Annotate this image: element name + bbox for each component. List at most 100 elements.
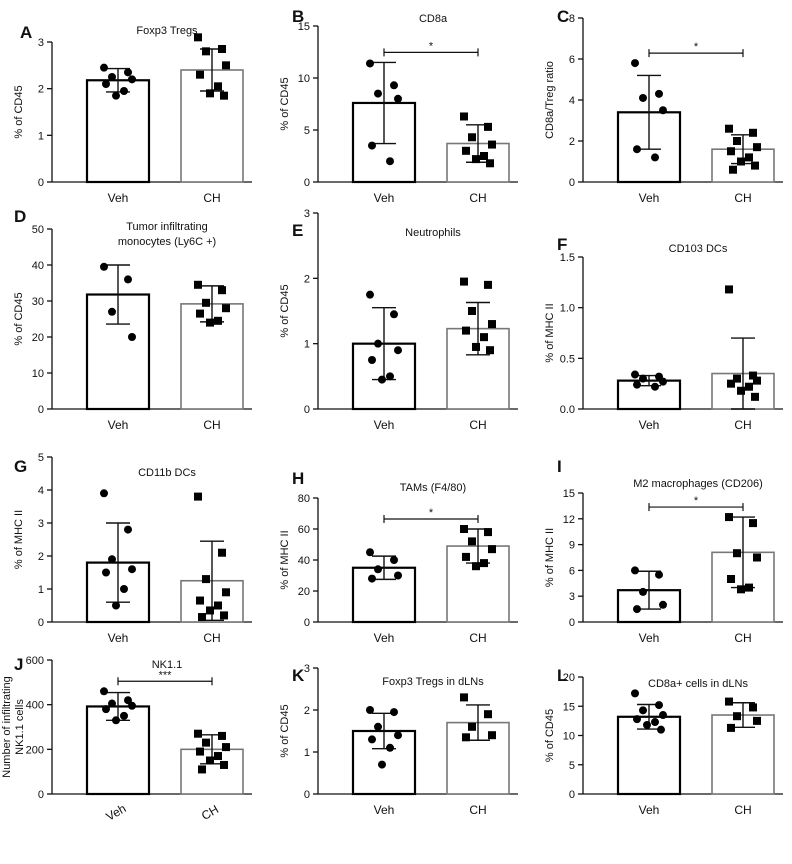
y-tick-label: 9 (569, 540, 575, 552)
data-point-ch (737, 157, 745, 166)
panel-letter: J (14, 655, 23, 674)
data-point-ch (472, 342, 480, 351)
bar-ch (446, 327, 510, 410)
data-point-ch (733, 712, 741, 721)
data-point-ch (214, 752, 222, 761)
y-axis-label: % of CD45 (13, 85, 25, 138)
data-point-veh (108, 307, 116, 316)
data-point-veh (368, 574, 376, 583)
data-point-ch (220, 760, 228, 769)
y-tick-label: 0 (38, 404, 44, 416)
y-tick-label: 1.0 (560, 303, 575, 315)
y-tick-label: 4 (569, 95, 575, 107)
y-tick-label: 50 (32, 224, 44, 236)
data-point-ch (725, 124, 733, 133)
y-axis-label: % of MHC II (13, 510, 25, 569)
data-point-ch (218, 45, 226, 53)
y-axis-label: % of CD45 (279, 284, 291, 337)
y-tick-label: 40 (298, 555, 310, 567)
data-point-veh (102, 568, 110, 577)
y-tick-label: 3 (569, 591, 575, 603)
x-category-label: CH (469, 191, 486, 205)
x-category-label: CH (734, 631, 751, 645)
data-point-ch (753, 376, 761, 385)
x-category-label: Veh (108, 631, 129, 645)
y-tick-label: 1 (304, 339, 310, 351)
data-point-veh (390, 708, 398, 717)
chart-title: CD103 DCs (669, 243, 728, 255)
x-category-label: Veh (639, 191, 660, 205)
data-point-veh (374, 339, 382, 348)
data-point-ch (733, 374, 741, 383)
y-tick-label: 0 (569, 789, 575, 801)
data-point-ch (725, 285, 733, 294)
x-category-label: Veh (374, 631, 395, 645)
significance-star: *** (159, 669, 173, 681)
data-point-ch (196, 70, 204, 79)
panel-letter: L (557, 666, 567, 685)
x-category-label: Veh (639, 631, 660, 645)
data-point-ch (727, 147, 735, 156)
y-tick-label: 3 (38, 37, 44, 49)
data-point-ch (727, 575, 735, 583)
data-point-veh (659, 106, 667, 115)
y-tick-label: 1 (38, 130, 44, 142)
data-point-veh (651, 153, 659, 162)
data-point-veh (366, 706, 374, 714)
data-point-veh (100, 489, 108, 498)
data-point-ch (749, 128, 757, 137)
y-tick-label: 2 (304, 273, 310, 285)
data-point-ch (745, 382, 753, 391)
y-tick-label: 20 (298, 586, 310, 598)
data-point-veh (639, 93, 647, 102)
data-point-veh (112, 91, 120, 100)
x-category-label: CH (203, 631, 220, 645)
data-point-ch (218, 286, 226, 295)
x-category-label: CH (199, 802, 221, 823)
data-point-ch (462, 733, 470, 742)
data-point-ch (486, 346, 494, 355)
significance-star: * (694, 41, 699, 53)
significance-star: * (694, 495, 699, 507)
y-axis-label: % of CD45 (544, 709, 556, 762)
data-point-ch (749, 703, 757, 712)
chart-title: TAMs (F4/80) (400, 482, 466, 494)
y-tick-label: 6 (569, 54, 575, 66)
y-tick-label: 0 (304, 177, 310, 189)
panel-c: C CD8a/Treg ratio 0 2 4 6 8 Veh CH * (544, 7, 783, 205)
data-point-ch (206, 318, 214, 327)
data-point-ch (480, 333, 488, 342)
data-point-ch (727, 379, 735, 388)
data-point-veh (112, 601, 120, 610)
panel-e: E Neutrophils % of CD45 0 1 2 3 Veh CH (279, 208, 518, 432)
data-point-ch (727, 723, 735, 732)
y-tick-label: 8 (569, 13, 575, 25)
data-point-ch (460, 525, 468, 533)
panel-i: I M2 macrophages (CD206) % of MHC II 0 3 6 9 12… (544, 457, 783, 645)
data-point-veh (386, 743, 394, 752)
y-tick-label: 3 (38, 518, 44, 530)
data-point-ch (202, 575, 210, 584)
data-point-veh (120, 711, 128, 720)
data-point-ch (196, 747, 204, 756)
y-tick-label: 15 (563, 701, 575, 713)
data-point-ch (484, 122, 492, 131)
data-point-ch (472, 562, 480, 571)
y-tick-label: 0 (38, 789, 44, 801)
y-axis-label: % of CD45 (13, 292, 25, 345)
data-point-veh (374, 89, 382, 98)
data-point-ch (198, 765, 206, 774)
x-category-label: Veh (108, 191, 129, 205)
data-point-ch (486, 159, 494, 168)
data-point-ch (194, 492, 202, 501)
significance-star: * (429, 507, 434, 519)
panel-j: J NK1.1 Number of infiltratingNK1.1 cells 0… (1, 655, 252, 824)
panel-b: B CD8a % of CD45 0 5 10 15 Veh CH * (279, 7, 518, 205)
data-point-veh (368, 141, 376, 150)
chart-title: CD8a+ cells in dLNs (648, 678, 748, 690)
chart-title: Foxp3 Tregs (136, 25, 198, 37)
data-point-ch (206, 89, 214, 98)
chart-title: CD8a (419, 13, 448, 25)
x-category-label: Veh (639, 803, 660, 817)
data-point-veh (639, 374, 647, 383)
